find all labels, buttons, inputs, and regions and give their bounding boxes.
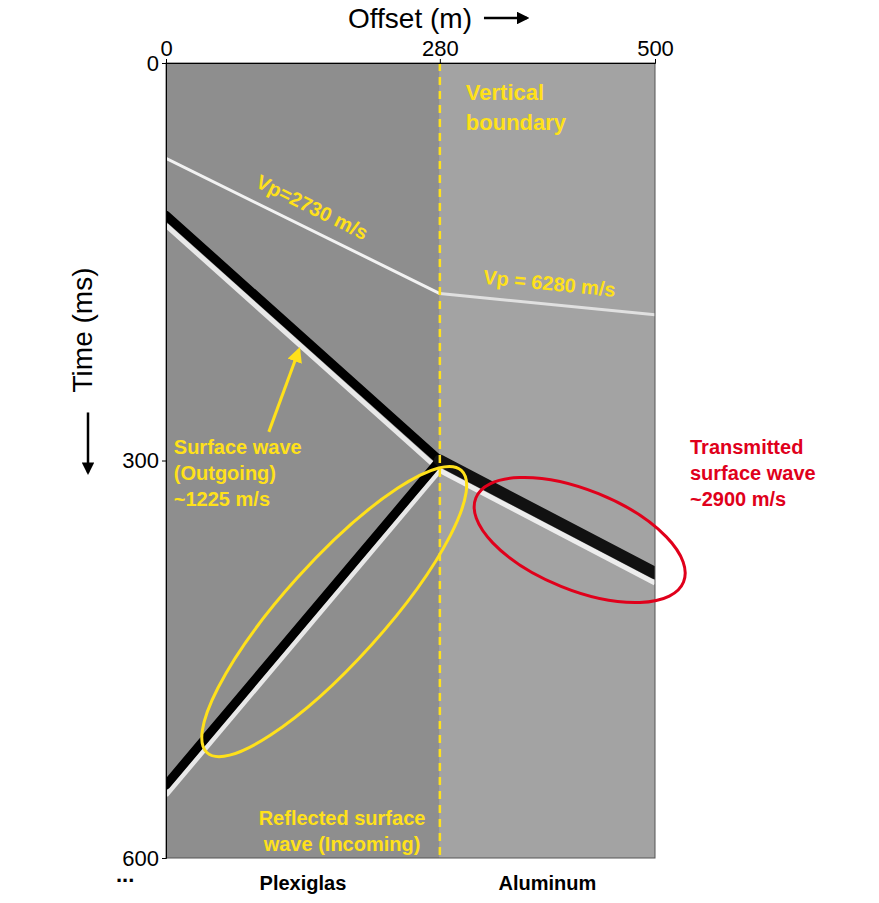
velocity-label: Vp = 6280 m/s: [482, 266, 616, 301]
seismic-event: [166, 461, 440, 786]
plot-frame: [166, 63, 655, 858]
wavelet-halo: [440, 471, 655, 584]
seismic-event: [440, 294, 655, 315]
text-line: Surface wave: [174, 436, 302, 458]
text-line: wave (Incoming): [263, 833, 421, 855]
y-tick-mark: [162, 63, 166, 64]
x-tick-label: 280: [422, 36, 459, 61]
y-tick-mark: [162, 461, 166, 462]
annotation-shapes: [170, 437, 702, 786]
vertical-boundary: [439, 63, 442, 858]
plot-area: [166, 63, 655, 858]
x-axis-line: [167, 59, 656, 64]
x-axis-title: Offset (m): [348, 3, 472, 34]
boundary-label: Vertical boundary: [466, 80, 567, 135]
y-axis: 0300600: [122, 51, 166, 871]
region-label: Aluminum: [499, 872, 597, 894]
x-tick-label: 500: [637, 36, 674, 61]
wavelet-halo: [166, 225, 440, 470]
region-label: Plexiglas: [260, 872, 347, 894]
x-tick: 280: [422, 36, 459, 63]
y-tick-mark: [162, 858, 166, 859]
y-tick-label: 0: [147, 51, 159, 76]
y-axis-title: Time (ms): [67, 268, 98, 393]
highlight-ellipse: [457, 452, 702, 629]
highlight-ellipse: [170, 437, 499, 786]
y-tick: 0: [147, 51, 166, 76]
x-tick: 0: [160, 36, 172, 63]
plexiglas-medium: [166, 63, 440, 858]
annotations: Vp=2730 m/s Vp = 6280 m/s Surface wave (Out…: [174, 170, 816, 855]
event-label: Reflected surface wave (Incoming): [259, 807, 426, 855]
aluminum-medium: [440, 63, 655, 858]
seismic-event: [440, 461, 655, 574]
text-line: Vertical: [466, 80, 544, 105]
velocity-label: Vp=2730 m/s: [253, 170, 372, 244]
event-label: Surface wave (Outgoing) ~1225 m/s: [174, 436, 302, 510]
y-axis-line: [162, 64, 167, 859]
wavelet-halo: [166, 471, 440, 796]
y-direction-arrow: [87, 412, 90, 472]
seismic-event: [166, 158, 440, 293]
ellipsis: ...: [116, 862, 134, 887]
text-line: Transmitted: [690, 436, 803, 458]
y-tick-label: 300: [122, 448, 159, 473]
x-direction-arrow: [484, 17, 527, 20]
text-line: boundary: [466, 110, 567, 135]
x-tick: 500: [637, 36, 674, 63]
text-line: ~2900 m/s: [690, 488, 786, 510]
text-line: ~1225 m/s: [174, 488, 270, 510]
text-line: Reflected surface: [259, 807, 426, 829]
event-label: Transmitted surface wave ~2900 m/s: [690, 436, 816, 510]
seismic-event: [166, 215, 440, 460]
chart: 02805000300600Offset (m)Time (ms)...Plex…: [0, 0, 879, 903]
x-tick-label: 0: [160, 36, 172, 61]
x-axis: 0 280 500: [160, 36, 673, 64]
text-line: surface wave: [690, 462, 816, 484]
text-line: (Outgoing): [174, 462, 276, 484]
y-tick: 300: [122, 448, 166, 473]
background: [166, 63, 655, 858]
pointer-arrow: [269, 350, 299, 432]
